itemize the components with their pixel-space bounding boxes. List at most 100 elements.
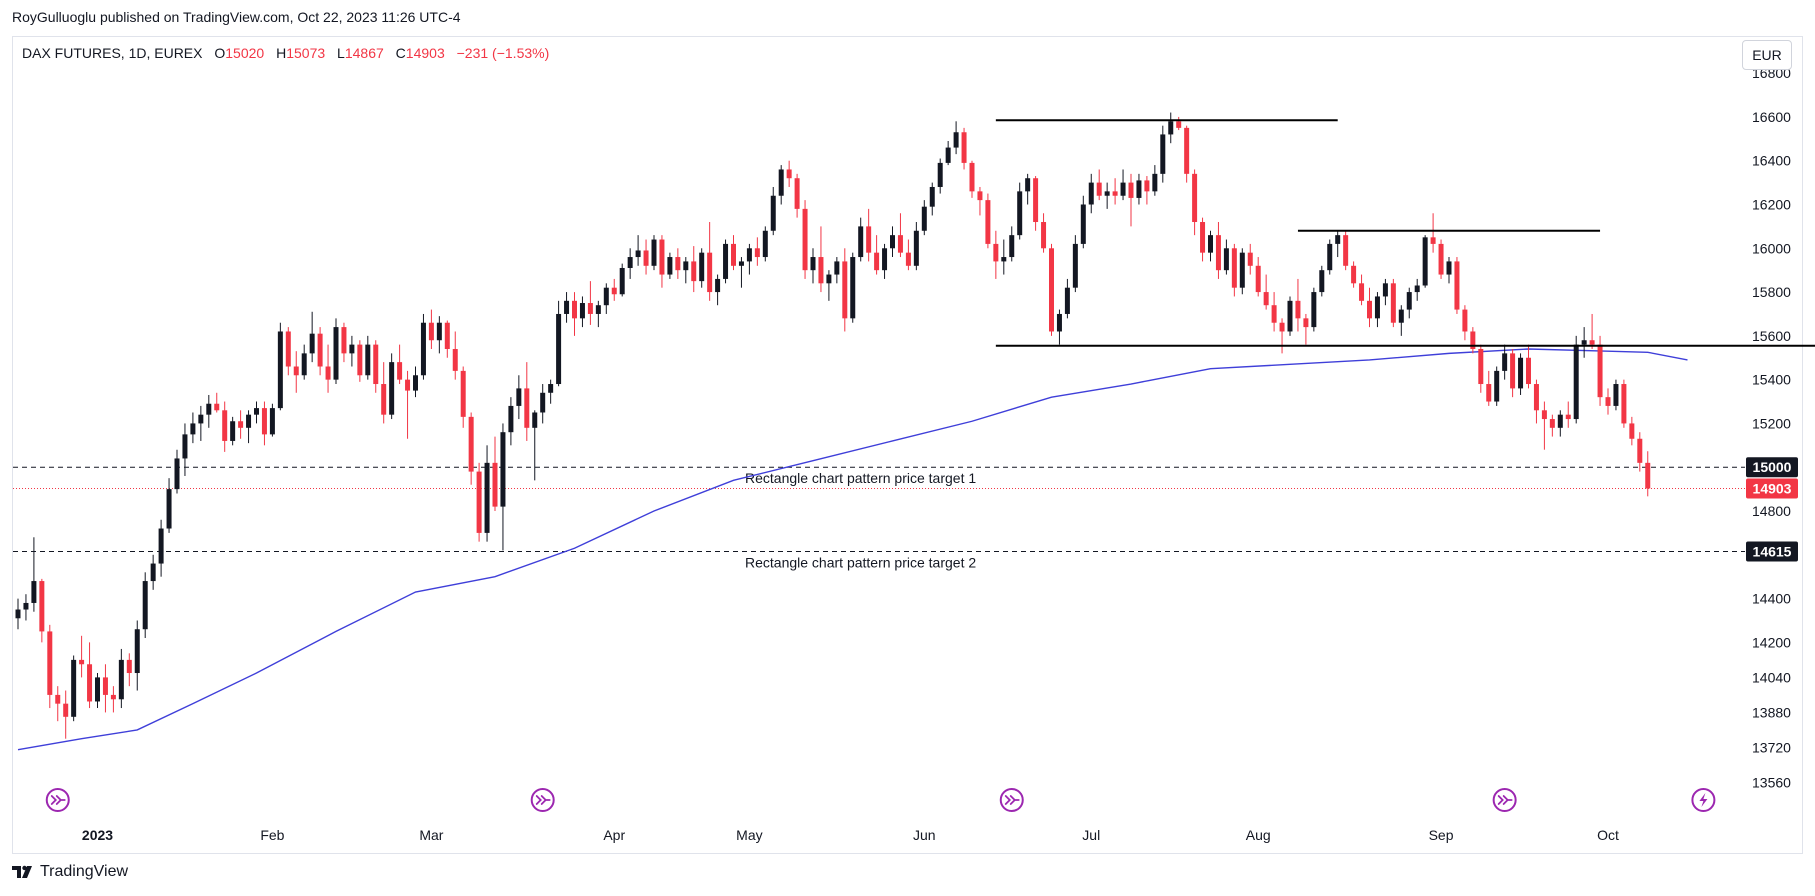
candle-body [842,261,848,319]
candle [1080,195,1086,249]
candle-body [1446,261,1452,275]
candle-body [1430,237,1436,244]
candle-body [834,261,840,275]
horizontal-line-label-0: Rectangle chart pattern price target 1 [745,470,976,486]
candle [126,653,132,687]
candle [373,340,379,393]
candle-body [460,370,466,417]
candle [1549,414,1555,437]
currency-button[interactable]: EUR [1742,40,1792,70]
candle-body [1152,173,1158,192]
candle [1398,305,1404,336]
price-tick-label: 14200 [1752,634,1791,650]
dividend-arrow-icon[interactable] [45,788,70,812]
candle [1462,305,1468,341]
candle-body [436,322,442,341]
candle-body [1494,370,1500,402]
candle-body [1168,121,1174,135]
marker-glyph [1699,793,1708,807]
dividend-arrow-icon[interactable] [1492,788,1517,812]
legend-close-label: C [395,45,406,61]
candle [15,598,21,630]
candle-body [1056,313,1062,332]
candle [341,322,347,363]
candle [413,366,418,398]
time-tick-label: Oct [1597,827,1619,843]
candle-body [1096,182,1102,196]
candle [1279,318,1285,354]
candle-body [15,609,21,619]
candle [1255,257,1261,297]
candle [142,572,148,638]
candle-body [1406,292,1412,310]
candle-body [1398,309,1404,323]
marker-circle [45,788,70,812]
candle [230,416,236,446]
candle [937,158,943,194]
candle-body [1526,357,1531,385]
candle [1446,257,1452,284]
candle [524,362,530,441]
candle-body [659,239,665,275]
candle-body [484,462,490,533]
candle-body [1541,410,1547,420]
dividend-arrow-icon[interactable] [999,788,1024,812]
candle [921,200,927,236]
candle-body [858,226,864,258]
candle [786,160,792,187]
candle-body [1192,173,1198,223]
candle-body [532,412,538,428]
candle-body [1470,331,1476,349]
candle [1223,239,1229,275]
candle [1438,239,1444,279]
price-axis: 1356013720138801404014200144001460014800… [1752,65,1791,790]
time-tick-label: Jun [913,827,936,843]
candle-body [150,563,156,582]
candle [1104,182,1110,209]
candle [1327,239,1333,275]
candle-body [1303,318,1309,328]
candle-body [651,239,657,266]
candle-body [1200,222,1206,253]
candle-body [405,379,411,391]
dividend-arrow-icon[interactable] [530,788,555,812]
candle-body [1255,265,1261,293]
candle [1152,165,1158,196]
candle-body [413,375,418,391]
candle-body [611,287,617,295]
candle [826,270,832,301]
candle-body [524,388,530,428]
candle [365,335,371,380]
candle-body [731,243,736,266]
candle-body [126,659,132,674]
candle [667,252,673,279]
price-axis-label-text: 14903 [1753,480,1792,496]
candle-body [1080,204,1086,244]
candle [1303,313,1309,345]
candle-body [142,581,148,630]
candle [842,248,848,332]
candle [905,239,911,271]
candle-body [246,414,252,428]
candle [1382,278,1388,306]
candle [1072,235,1078,293]
candle [969,160,975,198]
candle [1390,278,1396,328]
candle-body [158,528,164,564]
candle [1621,379,1627,428]
time-tick-label: Aug [1246,827,1271,843]
candle-body [389,362,395,415]
candle [214,392,220,413]
candle [1128,173,1134,227]
candle-body [715,278,721,293]
candle-body [1041,222,1047,249]
candle-body [1629,423,1635,439]
candle-body [325,366,331,380]
candle [1160,125,1166,183]
candle [897,213,903,258]
candle [1168,112,1174,144]
candle [953,121,959,155]
tradingview-logo[interactable]: TradingView [12,863,128,881]
lightning-icon[interactable] [1691,788,1716,812]
